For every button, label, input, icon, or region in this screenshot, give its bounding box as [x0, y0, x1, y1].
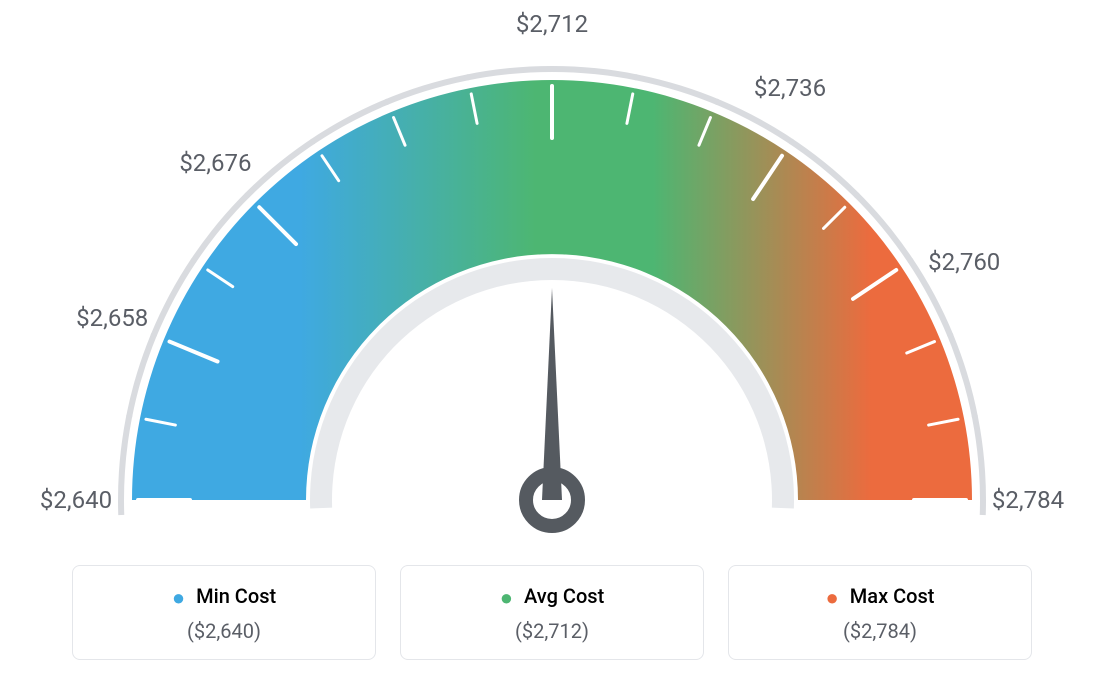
bullet-avg: ●: [500, 586, 513, 611]
legend-label-max-text: Max Cost: [850, 584, 935, 608]
gauge-tick-label: $2,676: [179, 149, 251, 177]
legend-card-max: ● Max Cost ($2,784): [728, 565, 1032, 660]
legend-label-min: ● Min Cost: [73, 584, 375, 611]
gauge-tick-label: $2,640: [40, 486, 112, 514]
legend-label-avg: ● Avg Cost: [401, 584, 703, 611]
bullet-min: ●: [172, 586, 185, 611]
gauge-tick-label: $2,736: [754, 74, 826, 102]
gauge-tick-label: $2,658: [76, 304, 148, 332]
legend-label-avg-text: Avg Cost: [524, 584, 604, 608]
legend-label-min-text: Min Cost: [196, 584, 276, 608]
gauge-svg: [0, 0, 1104, 560]
legend-value-min: ($2,640): [73, 619, 375, 643]
gauge-tick-label: $2,712: [516, 10, 588, 38]
gauge-tick-label: $2,784: [992, 486, 1064, 514]
gauge-tick-label: $2,760: [928, 248, 1000, 276]
legend-card-avg: ● Avg Cost ($2,712): [400, 565, 704, 660]
bullet-max: ●: [826, 586, 839, 611]
legend-value-max: ($2,784): [729, 619, 1031, 643]
legend-card-min: ● Min Cost ($2,640): [72, 565, 376, 660]
legend-row: ● Min Cost ($2,640) ● Avg Cost ($2,712) …: [72, 565, 1032, 660]
legend-label-max: ● Max Cost: [729, 584, 1031, 611]
legend-value-avg: ($2,712): [401, 619, 703, 643]
cost-gauge: $2,640 $2,658 $2,676 $2,712 $2,736 $2,760 $2,7…: [0, 0, 1104, 560]
